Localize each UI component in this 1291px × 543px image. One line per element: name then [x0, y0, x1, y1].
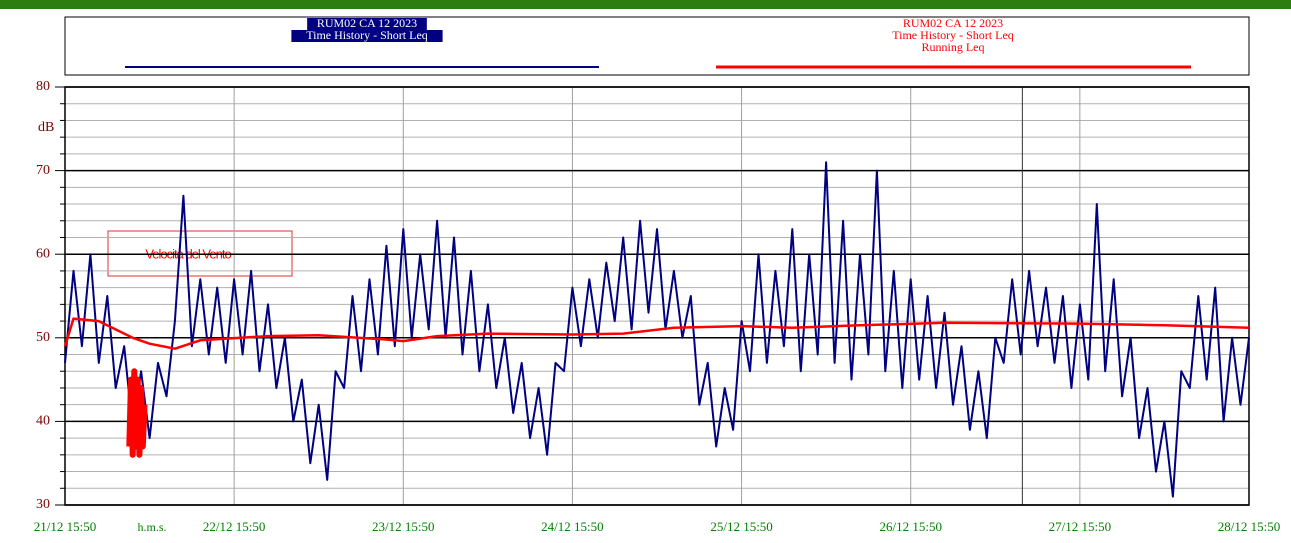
y-axis-label: dB [38, 120, 54, 135]
x-tick-label: 28/12 15:50 [1218, 519, 1280, 534]
legend-highlight [291, 30, 443, 42]
y-tick-label: 50 [36, 330, 50, 345]
y-tick-label: 40 [36, 414, 50, 429]
legend-label: Running Leq [922, 40, 985, 54]
x-tick-label: 23/12 15:50 [372, 519, 434, 534]
x-tick-label: 21/12 15:50 [34, 519, 96, 534]
legend-label: RUM02 CA 12 2023 [903, 16, 1003, 30]
legend-label: Time History - Short Leq [306, 28, 428, 42]
y-tick-label: 70 [36, 163, 50, 178]
x-unit-label: h.m.s. [137, 520, 166, 534]
y-tick-label: 30 [36, 497, 50, 512]
x-tick-label: 26/12 15:50 [879, 519, 941, 534]
legend-highlight [307, 18, 427, 30]
legend-label: Time History - Short Leq [892, 28, 1014, 42]
x-tick-label: 24/12 15:50 [541, 519, 603, 534]
masked-line [126, 368, 148, 458]
y-tick-label: 60 [36, 246, 50, 261]
series-line [64, 161, 1250, 498]
legend-label: RUM02 CA 12 2023 [317, 16, 417, 30]
y-tick-label: 80 [36, 79, 50, 94]
x-tick-label: 22/12 15:50 [203, 519, 265, 534]
x-tick-label: 27/12 15:50 [1049, 519, 1111, 534]
x-tick-label: 25/12 15:50 [710, 519, 772, 534]
series-line [63, 317, 1250, 350]
title-bar [0, 0, 1291, 9]
plot-frame [64, 86, 1250, 506]
legend-box [64, 16, 1250, 76]
